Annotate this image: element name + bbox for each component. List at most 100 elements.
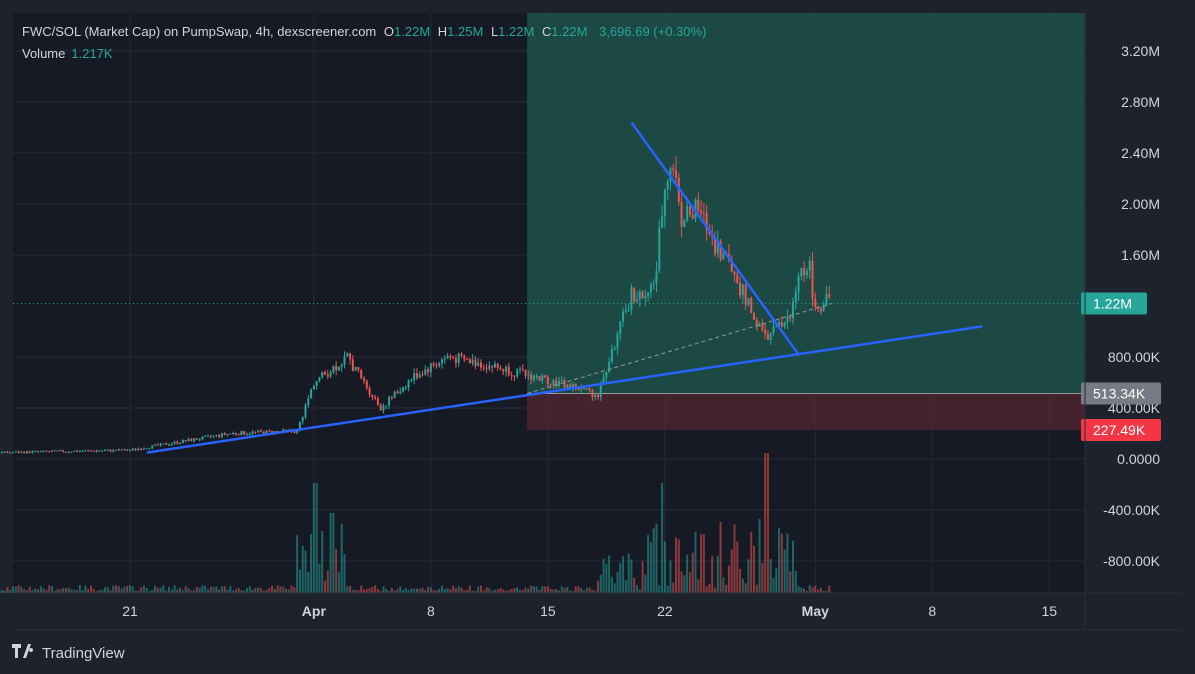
candle-body [686, 205, 689, 221]
volume-bar [599, 574, 602, 593]
candle-body [390, 396, 393, 398]
candle-body [62, 450, 65, 452]
candle-body [822, 305, 825, 312]
candle-body [602, 377, 605, 385]
candle-body [92, 450, 95, 452]
candle-body [719, 240, 722, 260]
candle-body [240, 431, 243, 436]
volume-bar [429, 587, 432, 593]
candle-body [23, 451, 26, 454]
volume-bar [259, 587, 262, 593]
y-tick-label: 0.0000 [1117, 451, 1160, 467]
volume-bar [560, 586, 563, 593]
trendline[interactable] [630, 121, 800, 356]
close-value: 1.22M [551, 24, 588, 39]
candle-body [326, 374, 329, 377]
candle-body [521, 368, 524, 370]
candle-body [786, 316, 789, 323]
candle-body [343, 356, 346, 365]
trendline[interactable] [146, 325, 983, 454]
volume-bar [374, 585, 377, 593]
candle-body [332, 365, 335, 373]
volume-bar [156, 587, 159, 593]
footer[interactable]: TradingView [12, 644, 125, 663]
x-tick-label: 22 [657, 603, 673, 619]
volume-bar [385, 589, 388, 593]
volume-bar [298, 569, 301, 593]
symbol-title: FWC/SOL (Market Cap) on PumpSwap, 4h, de… [22, 24, 377, 39]
volume-bar [134, 590, 137, 593]
volume-bar [31, 590, 34, 593]
candle-body [53, 450, 56, 452]
volume-bar [457, 586, 460, 593]
candle-body [755, 319, 758, 327]
volume-bar [761, 563, 764, 593]
volume-bar [649, 542, 652, 593]
volume-bar [126, 585, 129, 593]
candle-body [647, 292, 650, 297]
volume-bar [636, 585, 638, 593]
candle-body [488, 365, 491, 369]
tradingview-logo-icon [12, 644, 36, 663]
candle-body [730, 259, 733, 273]
candle-body [95, 450, 98, 452]
candle-body [780, 321, 783, 327]
volume-bar [675, 537, 677, 593]
candle-body [67, 451, 70, 453]
stop-zone[interactable] [527, 393, 1085, 430]
candle-body [808, 260, 811, 271]
candle-body [532, 376, 535, 380]
volume-bar [480, 585, 482, 593]
volume-bar [454, 588, 457, 593]
volume-bar [792, 540, 794, 593]
volume-bar [276, 585, 279, 593]
volume-bar [273, 588, 276, 593]
volume-bar [212, 587, 215, 593]
candle-body [535, 376, 538, 378]
volume-bar [446, 588, 449, 593]
volume-bar [519, 590, 521, 593]
candle-body [636, 299, 638, 302]
candle-body [293, 431, 296, 433]
volume-bar [349, 585, 352, 593]
candle-body [477, 362, 480, 367]
volume-bar [140, 587, 143, 593]
volume-bar [14, 586, 17, 593]
candle-body [560, 380, 563, 382]
volume-bar [95, 590, 98, 593]
candle-body [683, 220, 686, 227]
profit-zone[interactable] [527, 13, 1085, 394]
volume-bar [165, 590, 168, 593]
volume-bar [530, 585, 533, 593]
volume-bar [432, 590, 435, 593]
open-label: O [383, 24, 395, 39]
volume-bar [204, 585, 207, 593]
candle-body [605, 371, 608, 378]
candle-body [429, 363, 432, 373]
candle-body [173, 441, 176, 444]
candle-body [162, 443, 165, 445]
candle-body [736, 274, 739, 284]
volume-bar [229, 586, 232, 593]
volume-bar [357, 590, 360, 593]
volume-label: Volume [22, 46, 66, 61]
candle-body [569, 384, 572, 389]
candle-body [376, 398, 379, 405]
candle-body [694, 199, 697, 219]
volume-bar [485, 587, 488, 593]
candle-body [814, 299, 817, 308]
volume-bar [666, 585, 669, 593]
candle-body [109, 449, 112, 452]
y-tick-label: 2.00M [1121, 196, 1160, 212]
candle-body [31, 451, 34, 453]
candle-body [566, 384, 569, 388]
volume-bar [527, 588, 530, 593]
volume-bar [496, 589, 499, 593]
volume-bar [655, 523, 658, 593]
candle-body [758, 323, 761, 327]
volume-bar [159, 587, 162, 593]
candle-body [212, 435, 215, 437]
volume-bar [694, 531, 697, 593]
candle-body [775, 325, 778, 327]
